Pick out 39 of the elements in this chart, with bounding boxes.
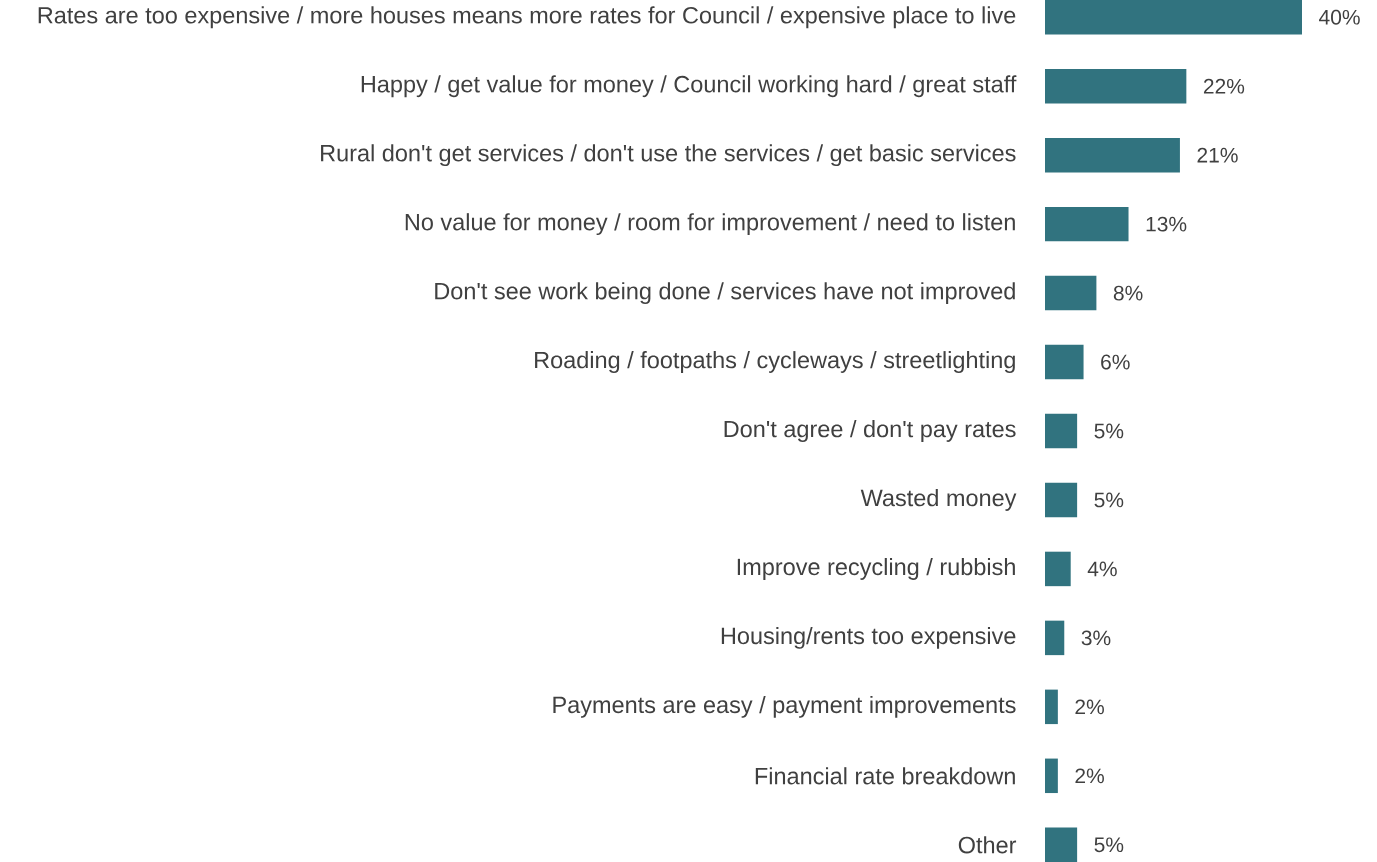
bar [1045, 0, 1302, 35]
data-label: 13% [1146, 216, 1187, 232]
data-label: 2% [1075, 768, 1104, 784]
data-label: 6% [1101, 354, 1130, 370]
y-tick-label: Rates are too expensive / more houses means more rates for Council / expensive place to live [38, 6, 1016, 29]
y-tick-label: Other [958, 836, 1017, 854]
bar [1045, 206, 1129, 242]
y-tick-label: Wasted money [860, 489, 1017, 511]
y-tick-label: Improve recycling / rubbish [737, 557, 1015, 580]
bar [1045, 482, 1078, 518]
data-label: 40% [1319, 9, 1360, 25]
data-label: 22% [1203, 78, 1245, 94]
y-tick-label: Don't agree / don't pay rates [724, 420, 1016, 442]
bar [1045, 344, 1084, 380]
data-label: 2% [1075, 699, 1104, 715]
y-tick-label: Don't see work being done / services have not improved [435, 282, 1015, 305]
data-label: 4% [1087, 561, 1117, 577]
bar [1045, 275, 1097, 311]
data-label: 5% [1094, 492, 1124, 508]
bar [1045, 689, 1058, 725]
bar [1045, 413, 1078, 449]
data-label: 5% [1094, 837, 1124, 853]
data-label: 8% [1113, 285, 1143, 301]
bar [1045, 137, 1180, 173]
y-tick-label: No value for money / room for improvement / need to listen [405, 213, 1015, 236]
bar [1045, 68, 1187, 104]
bar [1045, 758, 1058, 794]
y-tick-label: Payments are easy / payment improvements [553, 695, 1016, 718]
bar [1045, 827, 1078, 862]
y-tick-label: Rural don't get services / don't use the services / get basic services [321, 144, 1016, 167]
data-label: 21% [1197, 147, 1238, 163]
y-tick-label: Housing/rents too expensive [721, 626, 1016, 649]
bar [1045, 551, 1071, 587]
data-label: 5% [1094, 423, 1124, 439]
bar [1045, 620, 1065, 656]
y-tick-label: Roading / footpaths / cycleways / streetlighting [535, 351, 1015, 373]
data-label: 3% [1081, 630, 1111, 646]
y-tick-label: Happy / get value for money / Council working hard / great staff [361, 75, 1017, 98]
y-tick-label: Financial rate breakdown [755, 767, 1015, 785]
